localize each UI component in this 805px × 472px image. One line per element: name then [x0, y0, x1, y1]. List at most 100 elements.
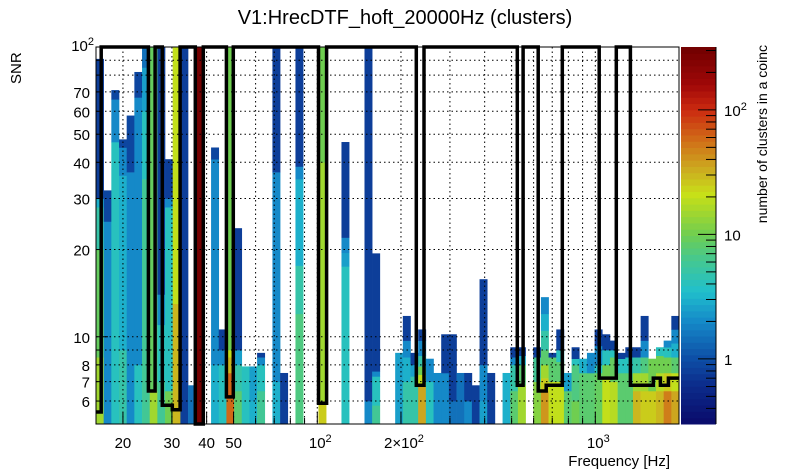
color-bar-step — [681, 235, 716, 243]
heatmap-cell — [234, 390, 243, 425]
heatmap-cell — [134, 71, 143, 98]
color-bar-step — [681, 285, 716, 293]
y-tick-label: 102 — [71, 36, 94, 55]
heatmap-cell — [341, 266, 350, 425]
heatmap-cell — [571, 401, 580, 425]
color-bar-step — [681, 342, 716, 350]
heatmap-cell — [540, 350, 549, 366]
z-tick-label: 10 — [724, 227, 741, 244]
heatmap-cell — [172, 47, 181, 305]
color-bar-step — [681, 216, 716, 224]
color-bar-step — [681, 411, 716, 419]
heatmap-cell — [234, 364, 243, 392]
color-bar-step — [681, 185, 716, 193]
heatmap-cell — [510, 357, 519, 366]
heatmap-cell — [165, 390, 174, 425]
heatmap-cell — [640, 357, 649, 374]
color-bar-step — [681, 172, 716, 180]
heatmap-cell — [617, 352, 626, 360]
color-bar-step — [681, 417, 716, 425]
color-bar-step — [681, 160, 716, 167]
heatmap-cell — [671, 357, 680, 374]
heatmap-cell — [510, 364, 519, 392]
heatmap-cell — [671, 315, 680, 330]
heatmap-cell — [211, 159, 220, 366]
heatmap-cell — [318, 401, 327, 425]
color-bar-step — [681, 109, 716, 117]
heatmap-cell — [571, 358, 580, 366]
color-bar-step — [681, 323, 716, 331]
color-bar-step — [681, 405, 716, 412]
heatmap-cell — [655, 390, 664, 425]
heatmap-cell — [464, 372, 473, 402]
heatmap-cell — [257, 357, 266, 366]
heatmap-cell — [226, 357, 235, 374]
y-tick-label: 10 — [73, 330, 90, 347]
z-tick-labels: 1 10 102 — [724, 101, 747, 369]
heatmap-cell — [295, 47, 304, 167]
color-bar-step — [681, 348, 716, 356]
heatmap-cell — [540, 364, 549, 379]
heatmap-cell — [418, 329, 427, 341]
z-axis-label: number of clusters in a coinc — [754, 45, 770, 223]
heatmap-cell — [640, 390, 649, 425]
heatmap-cell — [249, 401, 258, 425]
heatmap-cell — [617, 372, 626, 425]
heatmap-cell — [418, 366, 427, 375]
heatmap-cell — [540, 297, 549, 315]
heatmap-cell — [640, 372, 649, 392]
color-bar-step — [681, 310, 716, 318]
x-tick-label: 2×102 — [384, 433, 424, 452]
heatmap-cell — [188, 385, 197, 425]
heatmap-cell — [211, 364, 220, 425]
heatmap-cell — [640, 340, 649, 358]
heatmap-cell — [272, 172, 281, 382]
heatmap-cell — [195, 47, 204, 425]
color-bar-step — [681, 241, 716, 249]
heatmap-cell — [103, 190, 112, 222]
heatmap-cell — [479, 401, 488, 425]
heatmap-cell — [119, 139, 127, 148]
heatmap-cell — [165, 159, 174, 199]
color-bar-step — [681, 128, 716, 136]
heatmap-cell — [103, 221, 112, 425]
color-bar-step — [681, 298, 716, 306]
color-bar-step — [681, 254, 716, 262]
heatmap-cell — [479, 364, 488, 402]
heatmap-cell — [602, 350, 611, 366]
color-bar-step — [681, 373, 716, 381]
heatmap-cell — [456, 372, 465, 425]
heatmap-cell — [295, 265, 304, 315]
z-tick-label: 1 — [724, 352, 732, 369]
color-bar-step — [681, 229, 716, 236]
heatmap-cell — [341, 142, 350, 238]
color-bar-step — [681, 317, 716, 324]
color-bar-step — [681, 260, 716, 268]
color-bar-step — [681, 248, 716, 255]
x-tick-label: 40 — [198, 435, 215, 452]
heatmap-cell — [218, 329, 227, 351]
heatmap-cell — [418, 374, 427, 386]
heatmap-cell — [671, 343, 680, 358]
heatmap-cell — [257, 390, 266, 425]
color-bar-step — [681, 134, 716, 142]
heatmap-cell — [502, 372, 511, 425]
heatmap-cell — [111, 90, 120, 100]
heatmap-cell — [364, 47, 373, 402]
heatmap-cell — [571, 364, 580, 402]
color-bar-step — [681, 47, 716, 54]
heatmap-cell — [372, 371, 381, 377]
heatmap-cell — [234, 350, 243, 366]
color-bar-step — [681, 191, 716, 199]
color-bar-step — [681, 90, 716, 98]
heatmap-cell — [372, 376, 381, 406]
heatmap-cell — [609, 350, 618, 358]
color-bar-step — [681, 367, 716, 375]
y-tick-label: 60 — [73, 104, 90, 121]
color-bar-step — [681, 65, 716, 73]
heatmap-cell — [257, 364, 266, 392]
color-bar-step — [681, 197, 716, 205]
heatmap-cell — [149, 390, 158, 425]
color-bar-step — [681, 78, 716, 86]
x-tick-label: 30 — [164, 435, 181, 452]
